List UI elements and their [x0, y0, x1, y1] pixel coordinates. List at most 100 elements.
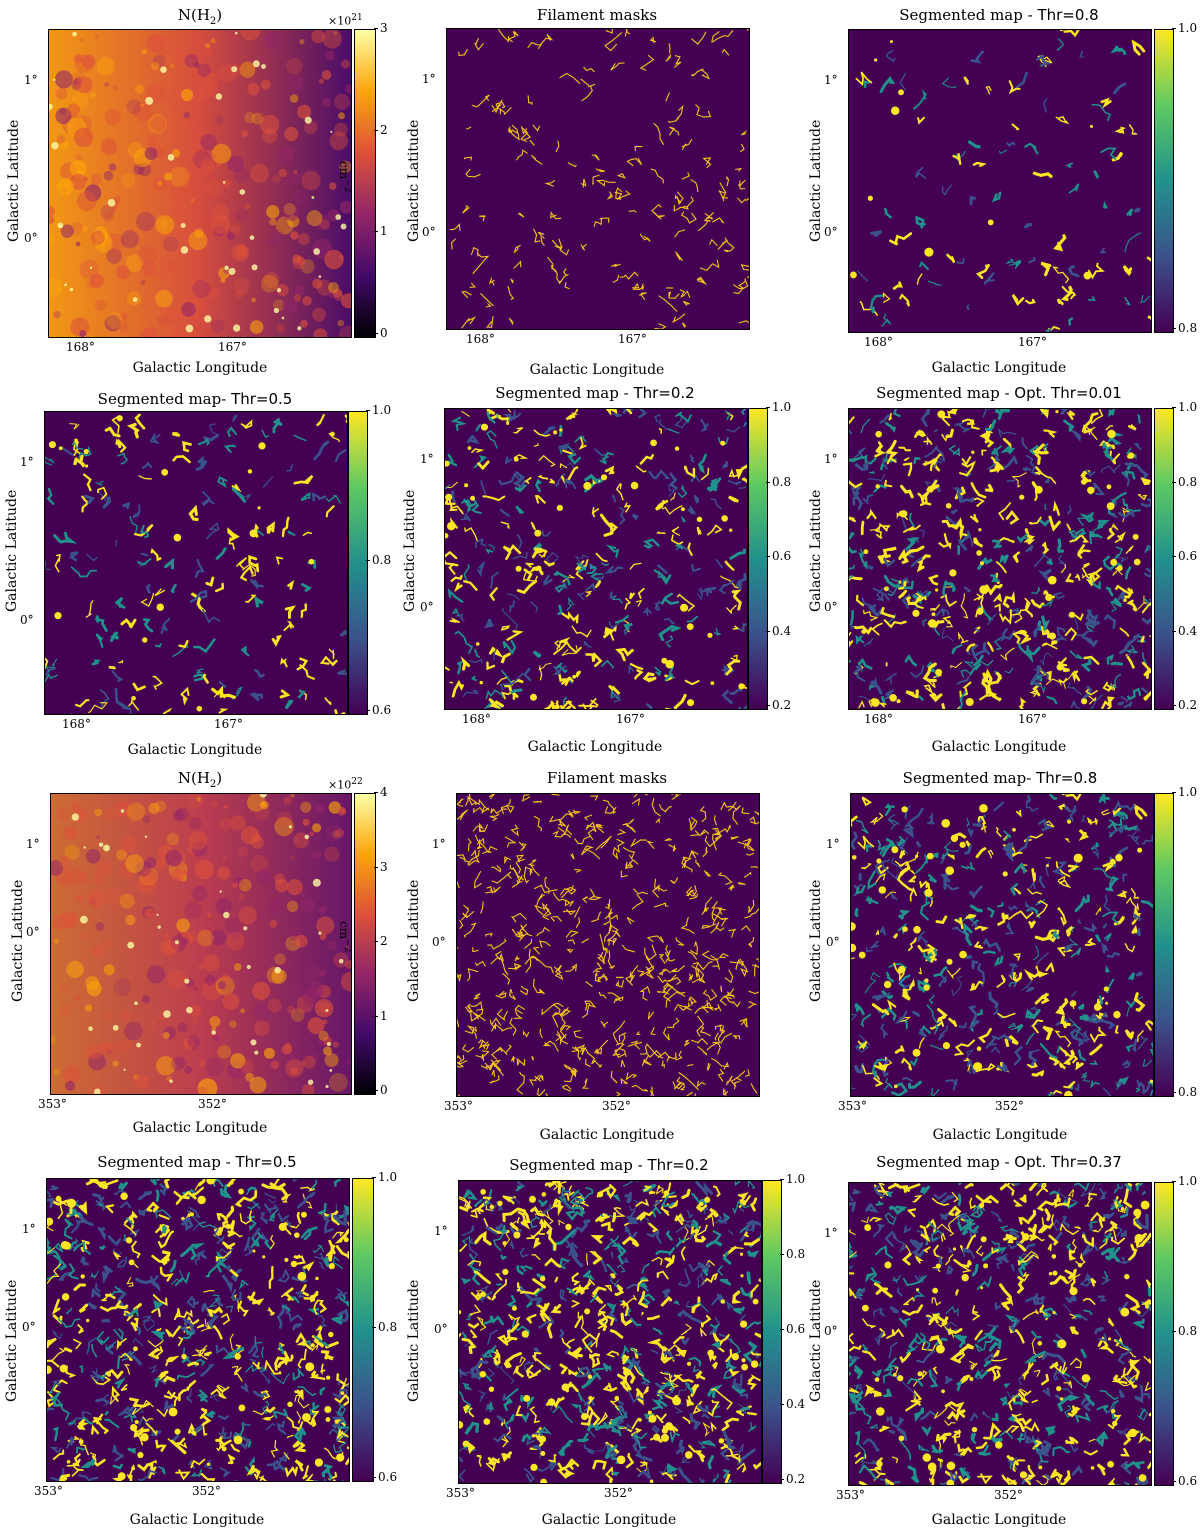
colorbar-tick: 0.4 [1171, 623, 1198, 638]
x-axis-label: Galactic Longitude [931, 739, 1067, 755]
panel-title: Segmented map - Thr=0.5 [97, 1153, 296, 1171]
colorbar-tick: 3 [374, 21, 388, 35]
segmented-map-image [848, 29, 1152, 333]
colorbar [762, 1180, 782, 1484]
colorbar [1154, 29, 1174, 333]
title-text: Segmented map - [876, 384, 1015, 402]
colorbar-tick: 0.6 [779, 1322, 806, 1336]
title-text: Segmented map - [97, 1153, 236, 1171]
colorbar-tick: 1.0 [1171, 21, 1198, 35]
y-axis-label: Galactic Latitude [808, 879, 824, 1002]
x-tick-label: 352° [192, 1484, 221, 1498]
x-tick-label: 167° [218, 340, 247, 354]
x-tick-label: 167° [1018, 712, 1047, 726]
scale-exponent: 22 [351, 777, 363, 787]
x-tick-label: 353° [838, 1099, 867, 1113]
title-threshold: Opt. Thr=0.37 [1014, 1153, 1122, 1171]
colorbar-tick: 4 [374, 785, 388, 799]
x-axis-label: Galactic Longitude [527, 739, 663, 755]
title-text: Segmented map - [495, 384, 634, 402]
colorbar-tick: 0.8 [779, 1247, 806, 1261]
x-axis-label: Galactic Longitude [127, 742, 263, 758]
title-threshold: Thr=0.5 [231, 390, 293, 408]
colorbar-tick: 0.2 [1171, 698, 1198, 712]
colorbar [354, 793, 376, 1095]
y-axis-label: Galactic Latitude [406, 119, 422, 242]
y-tick-label: 0° [434, 1322, 448, 1336]
panel-title: Segmented map - Thr=0.2 [495, 384, 694, 402]
segmented-map-image [850, 793, 1154, 1097]
colorbar-tick: 0.8 [1171, 474, 1198, 489]
title-text: Segmented map- [902, 769, 1037, 787]
y-tick-label: 0° [24, 231, 38, 245]
x-tick-label: 352° [604, 1486, 633, 1500]
y-tick-label: 0° [432, 935, 446, 949]
segmented-map-image [848, 408, 1152, 710]
x-tick-label: 168° [66, 340, 95, 354]
title-close: ) [216, 6, 223, 24]
panel-title: Segmented map - Thr=0.8 [899, 6, 1098, 24]
x-tick-label: 353° [836, 1488, 865, 1502]
colorbar-scale: ×1022 [328, 777, 363, 792]
y-tick-label: 1° [824, 452, 838, 466]
panel-title: Segmented map - Opt. Thr=0.01 [876, 384, 1122, 402]
scale-base: ×10 [328, 14, 352, 28]
title-text: Filament masks [546, 769, 668, 787]
panel-title: Segmented map - Thr=0.2 [509, 1156, 708, 1174]
colorbar [348, 411, 368, 715]
column-density-map [48, 29, 352, 338]
y-tick-label: 0° [824, 600, 838, 614]
y-tick-label: 1° [22, 1222, 36, 1236]
unit-exponent: −2 [342, 939, 352, 953]
title-text: Segmented map- [97, 390, 232, 408]
title-close: ) [216, 769, 223, 787]
y-tick-label: 1° [824, 73, 838, 87]
title-text: Segmented map - [899, 6, 1038, 24]
x-axis-label: Galactic Longitude [932, 1127, 1068, 1143]
title-subscript: 2 [209, 779, 217, 790]
colorbar-tick: 0.6 [365, 703, 392, 717]
title-text: N(H [177, 6, 210, 24]
y-tick-label: 1° [420, 452, 434, 466]
colorbar-scale: ×1021 [328, 13, 363, 28]
x-tick-label: 168° [62, 717, 91, 731]
colorbar-tick: 0.6 [765, 549, 792, 563]
y-axis-label: Galactic Latitude [402, 489, 418, 612]
colorbar-tick: 0.8 [1171, 1085, 1198, 1099]
y-tick-label: 1° [26, 837, 40, 851]
colorbar-tick: 1.0 [779, 1172, 806, 1186]
unit-exponent: −2 [342, 178, 352, 192]
colorbar-tick: 1.0 [1171, 785, 1198, 799]
unit-base: cm [337, 921, 351, 940]
x-axis-label: Galactic Longitude [541, 1512, 677, 1528]
y-tick-label: 1° [432, 837, 446, 851]
x-tick-label: 167° [1018, 335, 1047, 349]
filament-mask-image [456, 793, 760, 1097]
y-tick-label: 0° [422, 225, 436, 239]
y-axis-label: Galactic Latitude [808, 119, 824, 242]
x-axis-label: Galactic Longitude [132, 360, 268, 376]
scale-base: ×10 [328, 778, 352, 792]
panel-title: Segmented map- Thr=0.8 [903, 769, 1098, 787]
colorbar-tick: 0.6 [1171, 549, 1198, 563]
colorbar-tick: 0 [374, 326, 388, 340]
colorbar [1154, 1182, 1174, 1486]
y-tick-label: 0° [26, 925, 40, 939]
x-tick-label: 167° [616, 712, 645, 726]
x-tick-label: 352° [995, 1099, 1024, 1113]
y-tick-label: 1° [826, 837, 840, 851]
title-text: Filament masks [536, 6, 658, 24]
colorbar-tick: 1 [374, 1008, 388, 1023]
colorbar [1154, 793, 1174, 1097]
colorbar-tick: 0.4 [779, 1397, 806, 1411]
title-threshold: Thr=0.8 [1036, 769, 1098, 787]
colorbar-tick: 0 [374, 1083, 388, 1097]
x-axis-label: Galactic Longitude [931, 360, 1067, 376]
panel-title: Filament masks [547, 769, 667, 787]
colorbar-unit: cm−2 [337, 161, 352, 192]
y-axis-label: Galactic Latitude [406, 1279, 422, 1402]
x-axis-label: Galactic Longitude [529, 362, 665, 378]
title-text: Segmented map - [509, 1156, 648, 1174]
x-axis-label: Galactic Longitude [539, 1127, 675, 1143]
x-tick-label: 353° [38, 1097, 67, 1111]
